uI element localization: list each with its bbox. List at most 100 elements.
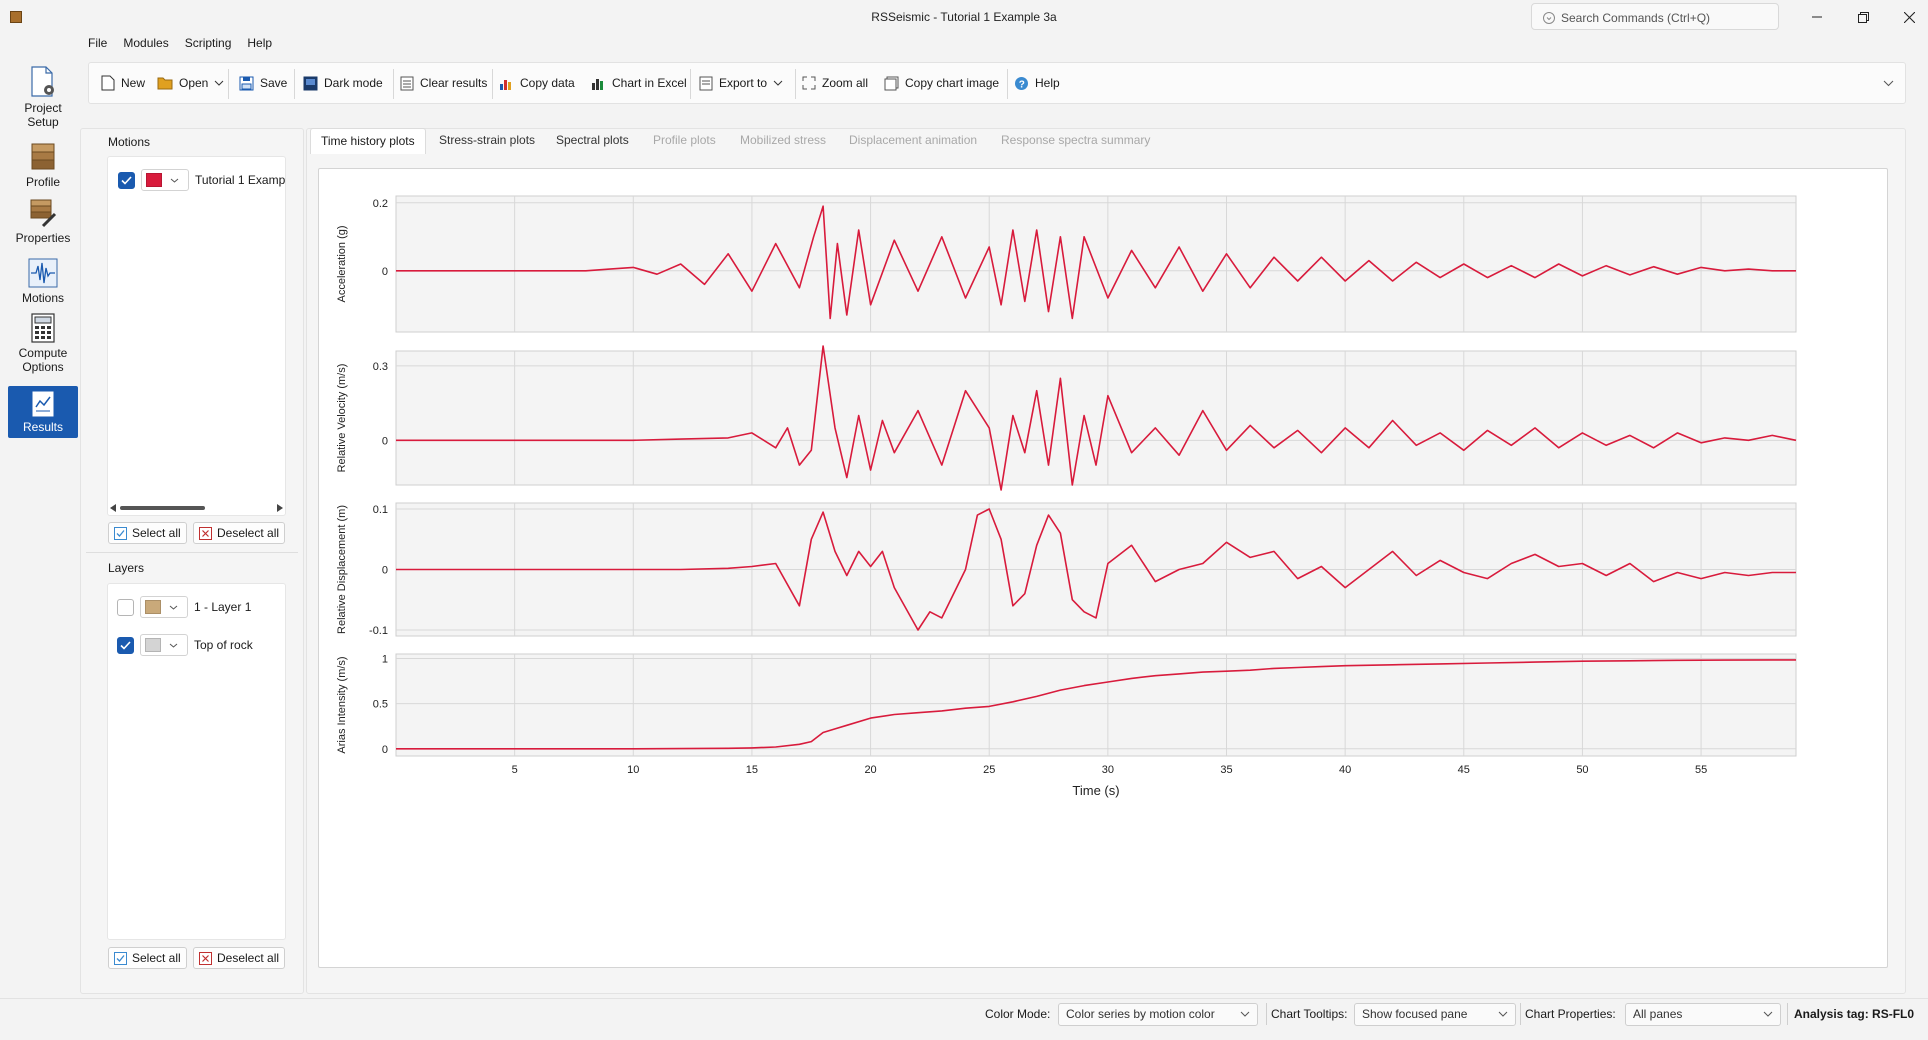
zoom-all-button[interactable]: Zoom all	[802, 63, 868, 103]
results-chart-icon	[32, 391, 54, 417]
restore-button[interactable]	[1840, 0, 1886, 34]
clear-results-label: Clear results	[420, 76, 488, 90]
help-button[interactable]: ? Help	[1014, 63, 1060, 103]
layer-row: Top of rock	[117, 634, 253, 656]
chevron-down-icon	[1883, 80, 1894, 86]
close-button[interactable]	[1886, 0, 1928, 34]
nav-compute-options[interactable]: Compute Options	[8, 313, 78, 379]
layer-color-picker[interactable]	[140, 596, 188, 618]
zoom-all-label: Zoom all	[822, 76, 869, 90]
layer-color-swatch	[145, 638, 161, 652]
nav-label-properties: Properties	[15, 231, 71, 245]
menu-file[interactable]: File	[88, 36, 108, 50]
layers-list: 1 - Layer 1 Top of rock	[107, 583, 286, 940]
dark-mode-button[interactable]: Dark mode	[303, 63, 383, 103]
tab-profile-plots: Profile plots	[653, 133, 716, 147]
layer-checkbox[interactable]	[117, 636, 134, 654]
nav-motions[interactable]: Motions	[8, 258, 78, 314]
x-tick-label: 25	[983, 764, 995, 776]
dark-mode-icon	[303, 76, 318, 90]
layer-color-picker[interactable]	[140, 634, 188, 656]
toolbar-divider	[228, 69, 229, 99]
y-tick-label: 0	[382, 744, 388, 756]
nav-label-profile: Profile	[25, 175, 60, 189]
plot-pane-0	[395, 195, 1797, 333]
app-icon	[10, 11, 22, 23]
layer-checkbox[interactable]	[117, 598, 134, 616]
scroll-right-icon	[277, 504, 283, 512]
tab-time-history-plots[interactable]: Time history plots	[310, 128, 426, 154]
toolbar-divider	[492, 69, 493, 99]
layer-color-swatch	[145, 600, 161, 614]
nav-profile[interactable]: Profile	[8, 142, 78, 198]
tab-spectral-plots[interactable]: Spectral plots	[556, 133, 629, 147]
tab-mobilized-stress: Mobilized stress	[740, 133, 827, 147]
time-history-chart[interactable]: 0.2 0 Acceleration (g) 0.3 0 Relative Velocit…	[319, 169, 1887, 967]
check-icon	[121, 175, 132, 185]
layers-group-title: Layers	[108, 561, 145, 575]
export-to-label: Export to	[719, 76, 768, 90]
deselect-all-label: Deselect all	[217, 951, 280, 965]
open-button[interactable]: Open	[157, 63, 224, 103]
save-button[interactable]: Save	[239, 63, 287, 103]
motions-select-all-button[interactable]: Select all	[108, 522, 187, 544]
chart-in-excel-label: Chart in Excel	[612, 76, 687, 90]
nav-properties[interactable]: Properties	[8, 198, 78, 254]
layers-deselect-all-button[interactable]: Deselect all	[193, 947, 286, 969]
y-axis-label: Relative Velocity (m/s)	[336, 364, 348, 473]
nav-project-setup[interactable]: Project Setup	[8, 66, 78, 134]
clear-results-icon	[400, 76, 414, 90]
select-all-icon	[114, 526, 127, 540]
toolbar-divider	[294, 69, 295, 99]
copy-chart-image-button[interactable]: Copy chart image	[884, 63, 999, 103]
close-icon	[1903, 11, 1915, 23]
menu-modules[interactable]: Modules	[123, 36, 169, 50]
series-line-2	[396, 508, 1796, 631]
y-tick-label: 0	[382, 565, 388, 577]
copy-data-button[interactable]: Copy data	[499, 63, 575, 103]
clear-results-button[interactable]: Clear results	[400, 63, 487, 103]
x-tick-label: 45	[1458, 764, 1470, 776]
nav-label-motions: Motions	[21, 291, 65, 305]
x-tick-label: 10	[627, 764, 639, 776]
tab-stress-strain-plots[interactable]: Stress-strain plots	[439, 133, 536, 147]
chevron-down-icon	[169, 643, 178, 648]
x-tick-label: 50	[1576, 764, 1588, 776]
motion-color-swatch	[146, 173, 162, 187]
properties-icon	[30, 199, 57, 228]
plot-pane-3	[395, 653, 1797, 757]
select-all-icon	[114, 951, 127, 965]
color-mode-label: Color Mode:	[985, 1007, 1051, 1021]
scrollbar-thumb[interactable]	[120, 506, 205, 510]
x-tick-label: 30	[1102, 764, 1114, 776]
motion-color-picker[interactable]	[141, 169, 189, 191]
nav-label-compute-options: Compute Options	[18, 346, 68, 374]
chart-in-excel-button[interactable]: Chart in Excel	[591, 63, 687, 103]
chevron-down-icon	[169, 605, 178, 610]
motion-checkbox[interactable]	[118, 171, 135, 189]
series-line-1	[396, 345, 1797, 491]
color-mode-dropdown[interactable]: Color series by motion color	[1058, 1002, 1258, 1026]
layers-select-all-button[interactable]: Select all	[108, 947, 187, 969]
toolbar: New Open Save Dark mode Clear results Co…	[88, 62, 1906, 104]
x-tick-label: 35	[1220, 764, 1232, 776]
layer-label: 1 - Layer 1	[194, 600, 252, 614]
x-tick-label: 5	[512, 764, 518, 776]
y-axis-label: Relative Displacement (m)	[336, 505, 348, 634]
horizontal-scrollbar[interactable]	[110, 503, 283, 513]
minimize-button[interactable]	[1794, 0, 1840, 34]
excel-chart-icon	[592, 78, 603, 90]
chart-tooltips-dropdown[interactable]: Show focused pane	[1354, 1002, 1516, 1026]
command-search[interactable]: Search Commands (Ctrl+Q)	[1531, 3, 1779, 30]
ribbon-collapse-button[interactable]	[1883, 63, 1894, 103]
motions-deselect-all-button[interactable]: Deselect all	[193, 522, 286, 544]
menu-bar: File Modules Scripting Help	[88, 36, 272, 56]
export-to-button[interactable]: Export to	[699, 63, 783, 103]
new-button[interactable]: New	[101, 63, 145, 103]
chevron-down-icon	[215, 80, 224, 86]
menu-scripting[interactable]: Scripting	[184, 36, 232, 50]
chart-properties-dropdown[interactable]: All panes	[1625, 1002, 1781, 1026]
menu-help[interactable]: Help	[247, 36, 273, 50]
nav-results[interactable]: Results	[8, 386, 78, 438]
y-tick-label: 0.1	[373, 504, 388, 516]
